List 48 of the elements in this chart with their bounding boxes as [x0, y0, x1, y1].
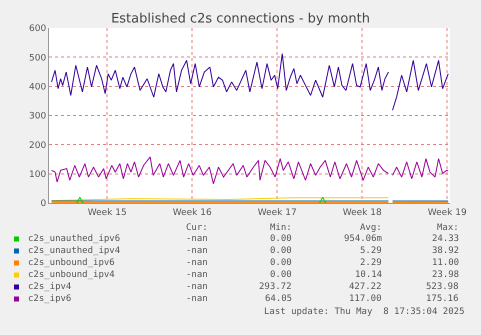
legend-label: c2s_ipv4: [28, 282, 72, 292]
text: 2.29: [360, 258, 382, 268]
text: 523.98: [426, 282, 459, 292]
text: -nan: [186, 294, 208, 304]
text: 0.00: [270, 258, 292, 268]
text: 5.29: [360, 246, 382, 256]
y-tick-label: 300: [29, 112, 46, 122]
y-tick-label: 200: [29, 140, 46, 151]
y-tick-label: 500: [29, 53, 46, 64]
y-tick-label: 600: [29, 24, 46, 34]
text: Max:: [437, 223, 459, 233]
x-tick-label: Week 17: [258, 208, 297, 218]
legend-label: c2s_unbound_ipv6: [28, 258, 115, 268]
text: -nan: [186, 258, 208, 268]
text: 117.00: [349, 294, 382, 304]
text: 0.00: [270, 270, 292, 280]
legend-label: c2s_unbound_ipv4: [28, 270, 115, 280]
text: 24.33: [432, 234, 460, 244]
text: -nan: [186, 282, 208, 292]
text: 293.72: [259, 282, 292, 292]
text: 175.16: [426, 294, 459, 304]
text: 23.98: [432, 270, 460, 280]
legend-label: c2s_unauthed_ipv6: [28, 234, 120, 244]
x-tick-label: Week 19: [428, 208, 467, 218]
text: 38.92: [432, 246, 460, 256]
text: -nan: [186, 234, 208, 244]
y-tick-label: 400: [29, 82, 46, 92]
x-tick-label: Week 15: [88, 208, 127, 218]
text: 427.22: [349, 282, 382, 292]
text: 11.00: [432, 258, 460, 268]
text: -nan: [186, 246, 208, 256]
x-tick-label: Week 18: [342, 208, 382, 218]
text: 64.05: [265, 294, 292, 304]
x-tick-label: Week 16: [172, 208, 212, 218]
text: 0.00: [270, 246, 292, 256]
y-tick-label: 100: [29, 170, 46, 180]
text: Min:: [270, 223, 292, 233]
text: Avg:: [360, 223, 382, 233]
text: -nan: [186, 270, 208, 280]
text: 10.14: [355, 270, 382, 280]
chart-title: Established c2s connections - by month: [111, 12, 370, 27]
y-tick-label: 0: [40, 199, 46, 210]
legend-label: c2s_ipv6: [28, 294, 72, 304]
legend-label: c2s_unauthed_ipv4: [28, 246, 120, 256]
text: 954.06m: [344, 234, 382, 244]
text: Cur:: [186, 223, 208, 233]
text: Last update: Thu May 8 17:35:04 2025: [264, 307, 464, 317]
text: 0.00: [270, 234, 292, 244]
